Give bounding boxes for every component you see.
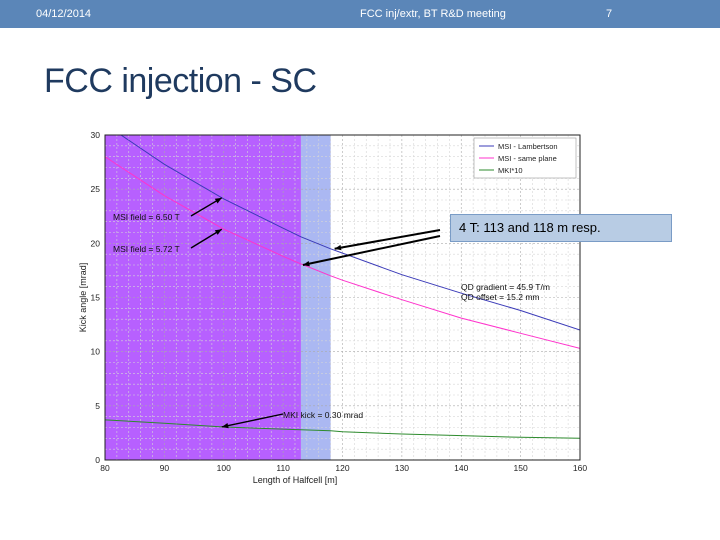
annotation-label: QD offset = 15.2 mm xyxy=(461,292,540,302)
y-tick-label: 20 xyxy=(91,238,101,248)
x-axis-label: Length of Halfcell [m] xyxy=(253,475,338,485)
y-tick-label: 5 xyxy=(95,401,100,411)
annotation-label: MSI field = 6.50 T xyxy=(113,212,180,222)
legend-box xyxy=(473,137,577,179)
arrowhead xyxy=(214,197,222,204)
callout-box: 4 T: 113 and 118 m resp. xyxy=(450,214,672,242)
arrowhead xyxy=(302,260,310,267)
legend-entry: MSI - Lambertson xyxy=(498,142,558,151)
y-axis-label: Kick angle [mrad] xyxy=(78,263,88,333)
annotation-label: QD gradient = 45.9 T/m xyxy=(461,282,550,292)
y-tick-label: 15 xyxy=(91,293,101,303)
x-tick-label: 100 xyxy=(217,463,231,473)
date-label: 04/12/2014 xyxy=(36,8,92,20)
x-tick-label: 160 xyxy=(573,463,587,473)
x-tick-label: 90 xyxy=(160,463,170,473)
x-tick-label: 140 xyxy=(454,463,468,473)
arrow-line xyxy=(221,413,284,428)
header-bar: 04/12/2014 FCC inj/extr, BT R&D meeting … xyxy=(0,0,720,28)
annotation-label: MKI kick = 0.30 mrad xyxy=(283,410,363,420)
x-tick-label: 130 xyxy=(395,463,409,473)
legend-entry: MSI - same plane xyxy=(498,154,557,163)
x-tick-label: 80 xyxy=(100,463,110,473)
x-tick-label: 110 xyxy=(276,463,290,473)
y-tick-label: 25 xyxy=(91,184,101,194)
series-line-1 xyxy=(105,156,580,349)
page-number: 7 xyxy=(606,8,613,20)
annotation-label: MSI field = 5.72 T xyxy=(113,244,180,254)
arrowhead xyxy=(214,229,222,235)
y-tick-label: 30 xyxy=(91,130,101,140)
kick-angle-chart: 80 90 100 110 120 130 140 150 160 0 5 10 15 20 25 30 MS… xyxy=(78,130,587,485)
meeting-label: FCC inj/extr, BT R&D meeting xyxy=(360,8,506,20)
arrow-line xyxy=(334,229,441,250)
arrowhead xyxy=(221,422,229,429)
arrow-line xyxy=(302,235,441,266)
arrowhead xyxy=(334,244,342,251)
series-line-0 xyxy=(120,135,580,331)
series-line-2 xyxy=(105,419,580,439)
legend-entry: MKI*10 xyxy=(498,166,523,175)
x-tick-label: 120 xyxy=(335,463,349,473)
x-tick-label: 150 xyxy=(514,463,528,473)
y-tick-label: 10 xyxy=(91,347,101,357)
y-tick-label: 0 xyxy=(95,455,100,465)
slide-title: FCC injection - SC xyxy=(44,62,317,100)
